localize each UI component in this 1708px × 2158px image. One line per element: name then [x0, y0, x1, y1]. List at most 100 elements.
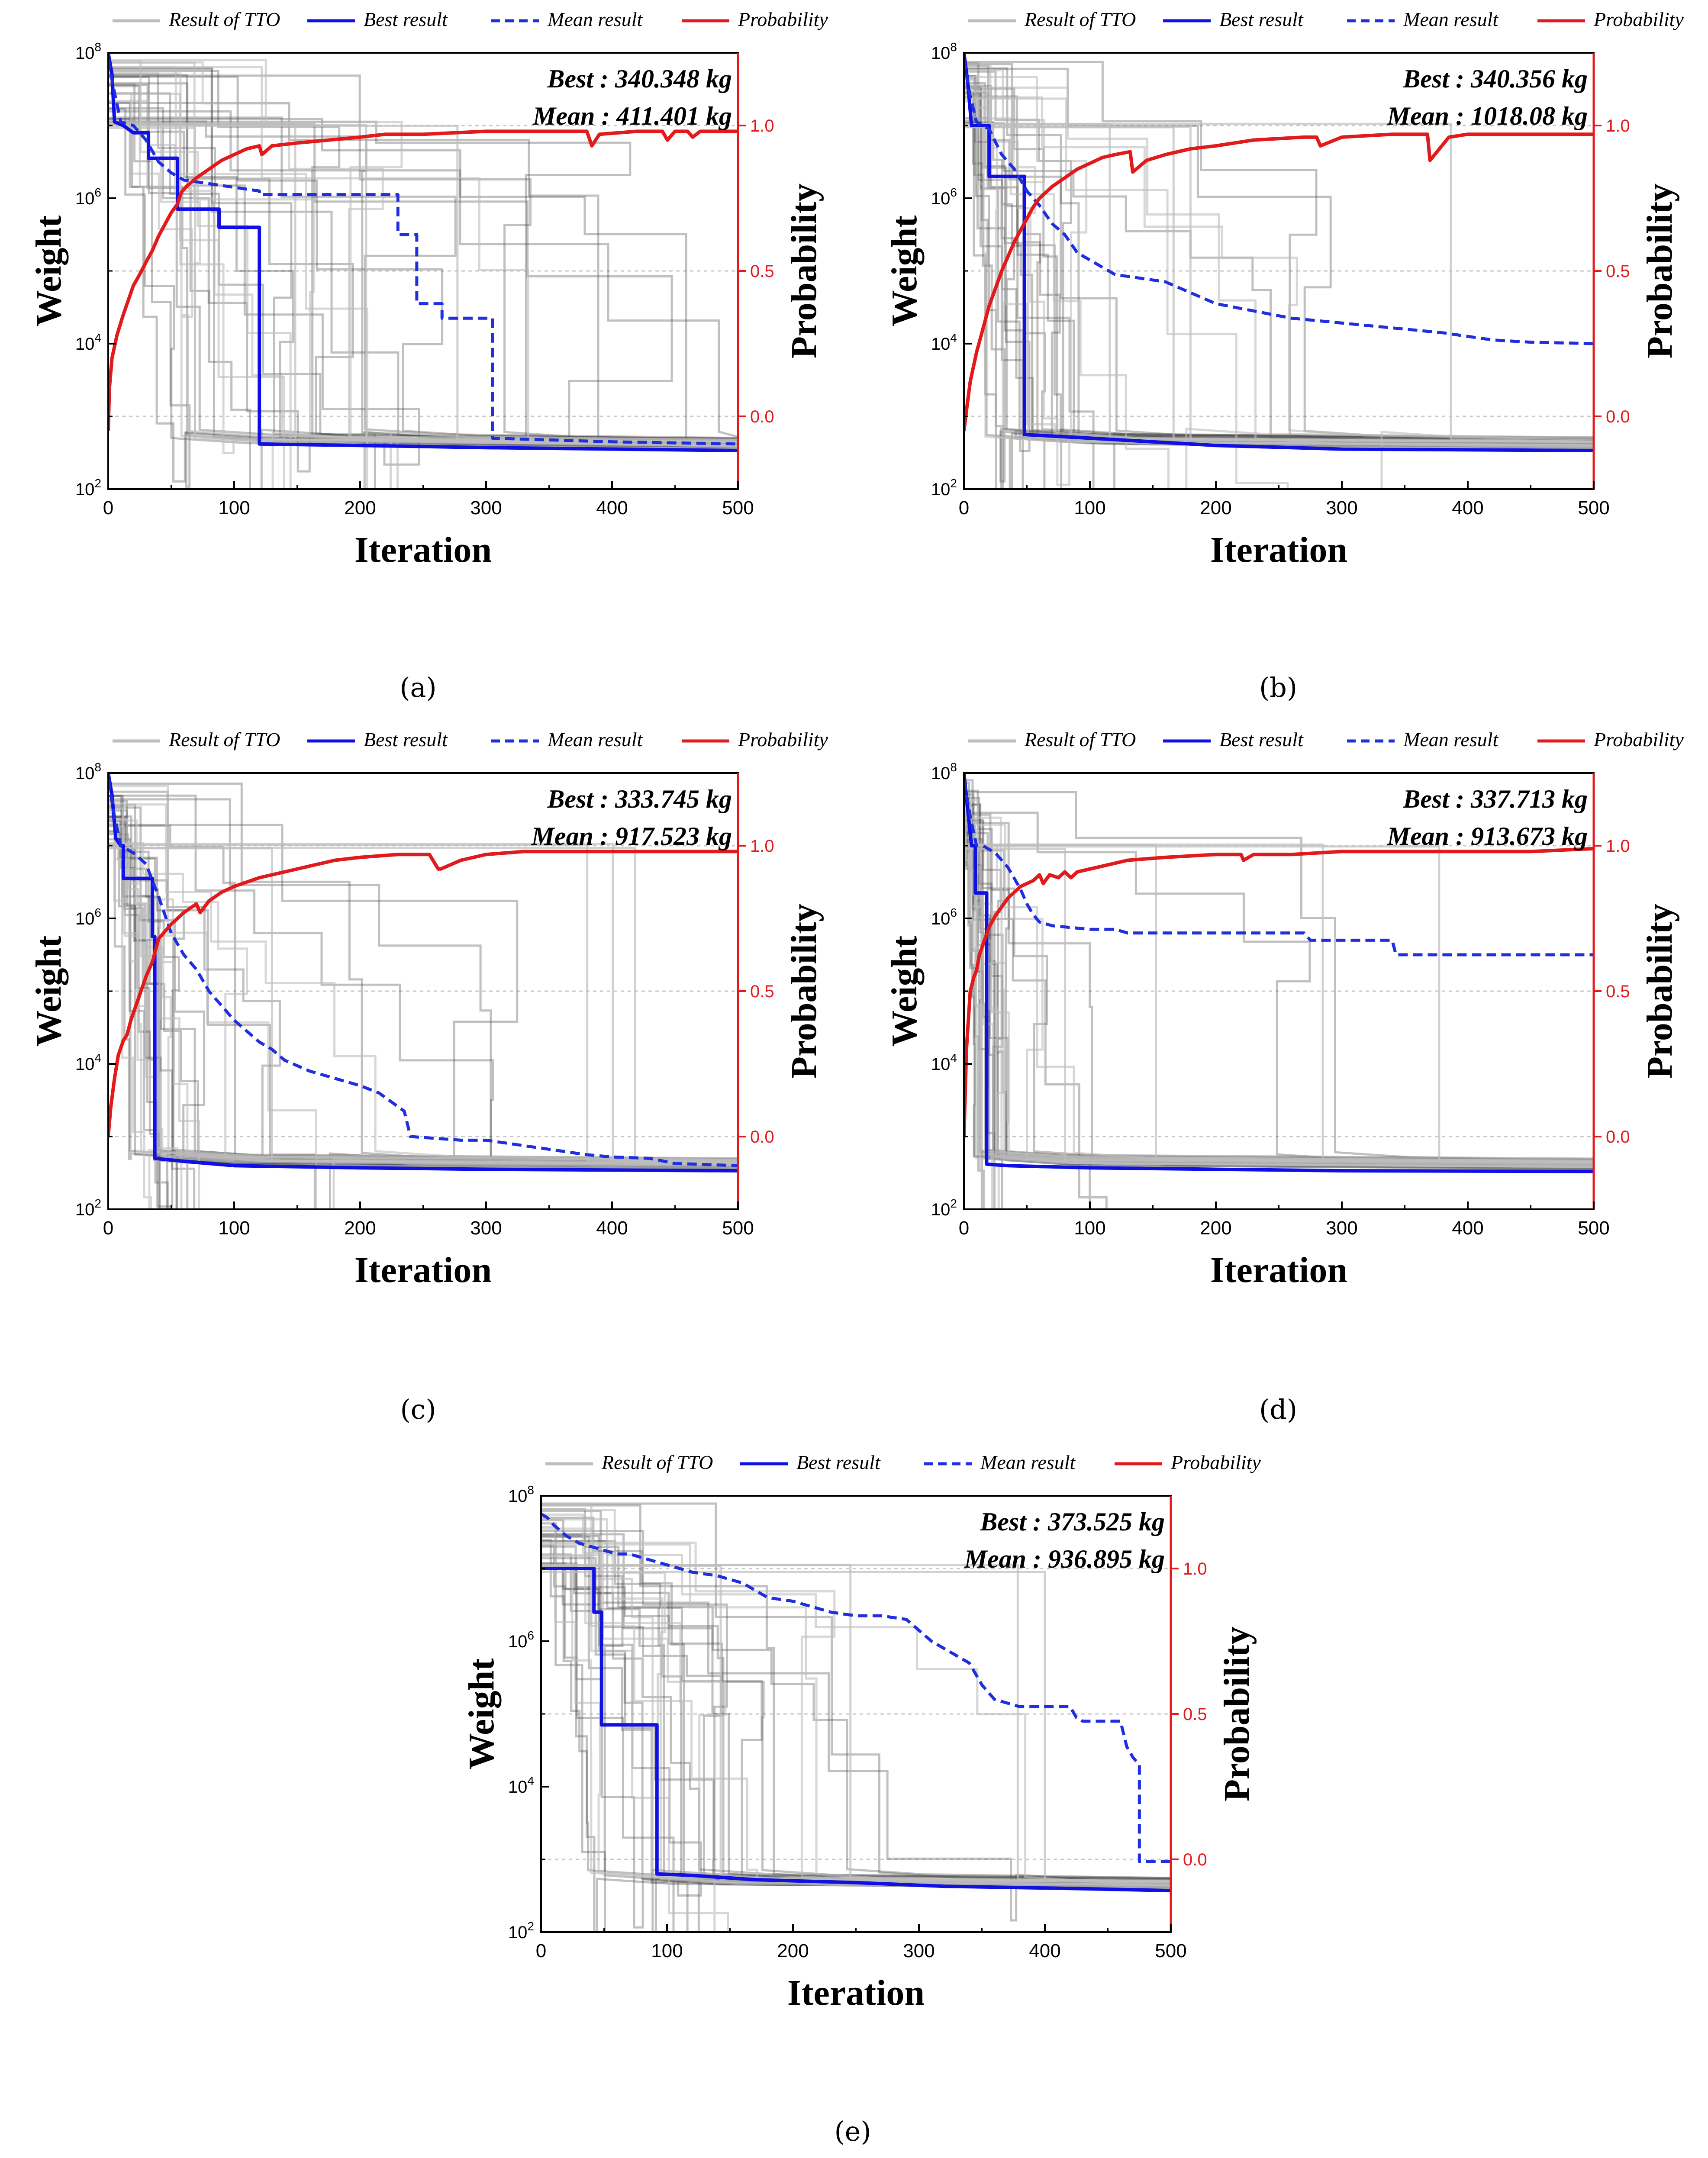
probability-line — [108, 129, 738, 431]
ensemble-curves — [108, 783, 738, 1209]
x-tick-label: 500 — [1578, 1217, 1609, 1239]
series-layer — [964, 53, 1594, 452]
x-axis-title: Iteration — [1210, 530, 1347, 570]
x-tick-label: 0 — [959, 1217, 969, 1239]
y-tick-label: 106 — [75, 906, 101, 928]
probability-line — [964, 847, 1594, 1137]
best-result-line — [964, 53, 1594, 452]
y-tick-label: 104 — [508, 1774, 534, 1797]
legend-label-ensemble: Result of TTO — [168, 8, 280, 30]
ensemble-curve — [541, 1522, 1171, 1932]
gridlines — [964, 125, 1594, 417]
legend-label-probability: Probability — [1593, 8, 1684, 30]
ensemble-curve — [964, 86, 1594, 441]
legend-label-mean: Mean result — [547, 728, 643, 750]
probability-line — [964, 132, 1594, 432]
ensemble-curve — [108, 121, 738, 445]
x-tick-label: 400 — [596, 1217, 628, 1239]
y2-tick-label: 0.5 — [750, 982, 774, 1001]
mean-result-line — [964, 60, 1594, 345]
ensemble-curve — [108, 93, 738, 489]
mean-annotation: Mean : 936.895 kg — [964, 1545, 1165, 1573]
y2-tick-label: 0.5 — [750, 262, 774, 281]
ensemble-curve — [541, 1562, 1171, 1932]
ensemble-curve — [541, 1565, 1171, 1883]
y-axis-title: Weight — [29, 936, 69, 1047]
x-tick-label: 200 — [777, 1940, 809, 1962]
x-axis-title: Iteration — [354, 530, 492, 570]
mean-annotation: Mean : 1018.08 kg — [1387, 102, 1588, 130]
y2-tick-label: 0.5 — [1606, 982, 1630, 1001]
ensemble-curve — [964, 791, 1594, 1162]
mean-result-line — [108, 780, 738, 1167]
y-axis-title: Weight — [884, 216, 925, 327]
x-tick-label: 100 — [1074, 497, 1105, 519]
ensemble-curve — [108, 110, 738, 441]
best-annotation: Best : 337.713 kg — [1402, 785, 1588, 813]
ensemble-curves — [108, 59, 738, 489]
best-annotation: Best : 340.356 kg — [1402, 64, 1588, 93]
best-annotation: Best : 340.348 kg — [547, 64, 732, 93]
y-axis-title: Weight — [29, 216, 69, 327]
ensemble-curve — [108, 82, 738, 441]
ensemble-curve — [108, 785, 738, 1209]
legend-label-ensemble: Result of TTO — [1024, 8, 1136, 30]
legend-label-probability: Probability — [738, 728, 828, 750]
ensemble-curve — [964, 96, 1594, 440]
ensemble-curve — [108, 812, 738, 1209]
ensemble-curve — [964, 97, 1594, 489]
ensemble-curve — [108, 825, 738, 1171]
y2-tick-label: 1.0 — [1183, 1559, 1207, 1578]
panel-b: 0 100 200 300 400 500 102 104 106 108 0.0 0.5 1.0 Ite… — [884, 8, 1684, 570]
panel-label-a: (a) — [400, 672, 436, 703]
legend-label-probability: Probability — [1593, 728, 1684, 750]
series-layer — [108, 53, 738, 452]
x-tick-label: 0 — [536, 1940, 546, 1962]
ensemble-curve — [108, 842, 738, 1166]
y2-tick-label: 1.0 — [1606, 116, 1630, 135]
y2-axis-title: Probability — [784, 904, 824, 1079]
ensemble-curve — [108, 74, 738, 444]
legend: Result of TTO Best result Mean result Proba… — [968, 728, 1684, 750]
y2-axis-title: Probability — [784, 184, 824, 359]
ensemble-curve — [108, 66, 738, 489]
x-tick-label: 400 — [596, 497, 628, 519]
y2-tick-label: 1.0 — [1606, 837, 1630, 856]
ensemble-curve — [964, 100, 1594, 447]
ensemble-curve — [108, 75, 738, 441]
ensemble-curve — [541, 1553, 1171, 1889]
y-axis-title: Weight — [884, 936, 925, 1047]
legend-label-mean: Mean result — [1403, 8, 1499, 30]
x-tick-label: 500 — [722, 1217, 754, 1239]
ensemble-curve — [541, 1509, 1171, 1889]
x-tick-label: 200 — [1200, 497, 1231, 519]
ensemble-curve — [108, 790, 738, 1209]
y-tick-label: 102 — [75, 477, 101, 499]
legend-label-best: Best result — [1219, 8, 1304, 30]
legend: Result of TTO Best result Mean result Proba… — [113, 728, 828, 750]
legend-label-best: Best result — [796, 1451, 881, 1473]
ensemble-curve — [108, 74, 738, 442]
panel-d: 0 100 200 300 400 500 102 104 106 108 0.0 0.5 1.0 Ite… — [884, 728, 1684, 1290]
legend-label-best: Best result — [364, 728, 448, 750]
best-result-line — [108, 773, 738, 1172]
ensemble-curve — [964, 123, 1594, 443]
ensemble-curve — [108, 126, 738, 443]
ensemble-curve — [108, 844, 738, 1167]
x-tick-label: 400 — [1452, 1217, 1483, 1239]
y2-tick-label: 0.0 — [750, 407, 774, 426]
x-tick-label: 500 — [1578, 497, 1609, 519]
ensemble-curve — [964, 799, 1594, 1168]
legend: Result of TTO Best result Mean result Proba… — [545, 1451, 1261, 1473]
series-layer — [108, 773, 738, 1172]
mean-annotation: Mean : 917.523 kg — [531, 822, 732, 850]
x-tick-label: 100 — [218, 497, 250, 519]
ensemble-curve — [108, 838, 738, 1209]
ensemble-curve — [108, 92, 738, 446]
ensemble-curves — [964, 779, 1594, 1209]
legend-label-probability: Probability — [1170, 1451, 1261, 1473]
legend-label-probability: Probability — [738, 8, 828, 30]
ensemble-curve — [541, 1519, 1171, 1897]
panel-a: 0 100 200 300 400 500 102 104 106 108 0.0 0.5 1.0 Ite… — [29, 8, 828, 570]
